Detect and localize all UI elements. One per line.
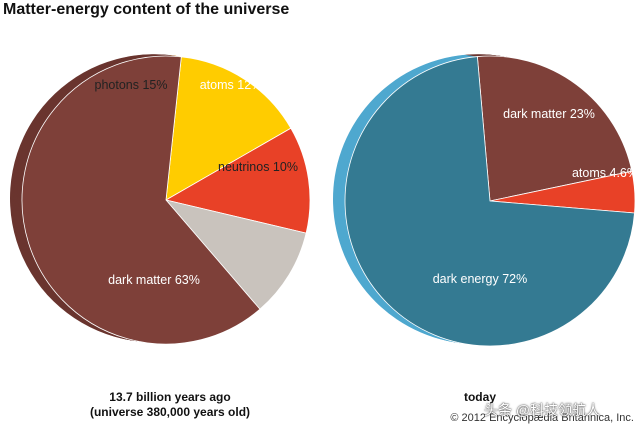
pie-today: dark matter 23% atoms 4.6% dark energy 72%	[333, 54, 638, 347]
pie-slice	[165, 56, 292, 201]
watermark: 头条 @科技领航人	[484, 402, 601, 418]
pie-slice	[476, 55, 633, 202]
pie-slice	[164, 199, 307, 310]
pie-slice	[344, 56, 635, 347]
left-pie-caption-line-2: (universe 380,000 years old)	[89, 405, 251, 419]
left-pie-caption-line-1: 13.7 billion years ago	[109, 390, 231, 404]
copyright-notice: © 2012 Encyclopædia Britannica, Inc.	[450, 412, 634, 424]
slice-label: atoms 4.6%	[572, 166, 638, 180]
slice-label: neutrinos 10%	[218, 160, 298, 174]
slice-label: dark energy 72%	[433, 272, 528, 286]
slice-label: dark matter 23%	[503, 107, 595, 121]
slice-label: photons 15%	[95, 78, 168, 92]
slice-label: dark matter 63%	[108, 273, 200, 287]
pie-past: photons 15% atoms 12% neutrinos 10% dark ma…	[9, 54, 311, 345]
pie-slice	[164, 127, 311, 234]
right-pie-caption: today	[463, 390, 496, 404]
chart-title: Matter-energy content of the universe	[3, 1, 290, 18]
pie-slice	[21, 55, 261, 345]
slice-label: atoms 12%	[200, 78, 263, 92]
